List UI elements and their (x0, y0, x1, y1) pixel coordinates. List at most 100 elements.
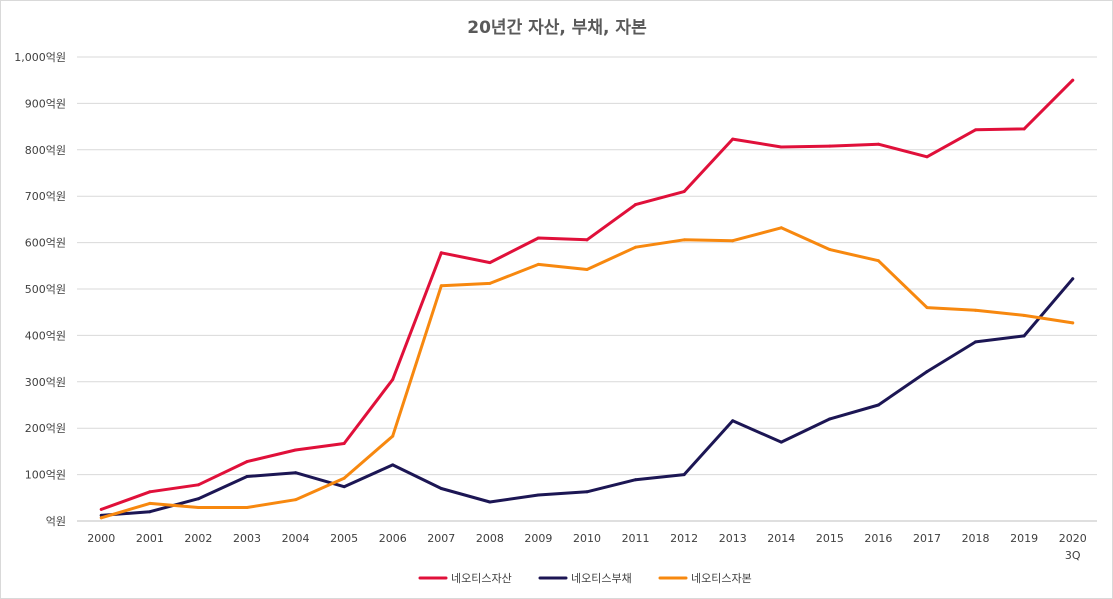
x-tick-label: 2003 (233, 532, 261, 545)
data-point (585, 268, 589, 272)
data-point (731, 137, 735, 141)
data-point (99, 516, 103, 520)
data-point (925, 370, 929, 374)
data-point (294, 471, 298, 475)
data-point (682, 190, 686, 194)
data-point (876, 403, 880, 407)
x-tick-sublabel: 3Q (1065, 549, 1081, 562)
data-point (342, 442, 346, 446)
legend-item: 네오티스자본 (658, 572, 752, 585)
x-tick-label: 2006 (379, 532, 407, 545)
x-tick-label: 2013 (719, 532, 747, 545)
chart-title: 20년간 자산, 부채, 자본 (467, 18, 647, 38)
y-tick-label: 300억원 (25, 376, 66, 389)
data-point (974, 308, 978, 312)
grid (77, 56, 1097, 522)
data-point (245, 460, 249, 464)
data-point (779, 226, 783, 230)
data-point (391, 377, 395, 381)
data-point (488, 261, 492, 265)
data-point (536, 262, 540, 266)
x-tick-label: 2014 (767, 532, 795, 545)
data-point (925, 306, 929, 310)
data-point (148, 501, 152, 505)
series-group (99, 277, 1075, 517)
data-point (1022, 127, 1026, 131)
x-tick-label: 2005 (330, 532, 358, 545)
data-point (634, 203, 638, 207)
x-tick-label: 2008 (476, 532, 504, 545)
y-tick-label: 500억원 (25, 283, 66, 296)
data-point (148, 490, 152, 494)
data-point (925, 155, 929, 159)
data-point (245, 506, 249, 510)
x-tick-label: 2010 (573, 532, 601, 545)
x-tick-label: 2018 (962, 532, 990, 545)
y-tick-label: 600억원 (25, 237, 66, 250)
data-point (245, 474, 249, 478)
data-point (488, 281, 492, 285)
data-point (974, 128, 978, 132)
y-tick-label: 400억원 (25, 329, 66, 342)
data-point (439, 284, 443, 288)
data-point (585, 238, 589, 242)
x-tick-label: 2016 (864, 532, 892, 545)
series-lines (99, 78, 1075, 520)
data-point (488, 500, 492, 504)
data-point (779, 440, 783, 444)
y-tick-label: 억원 (46, 515, 66, 528)
data-point (391, 434, 395, 438)
y-tick-label: 800억원 (25, 144, 66, 157)
x-tick-label: 2019 (1010, 532, 1038, 545)
data-point (779, 145, 783, 149)
legend-label: 네오티스자산 (451, 572, 512, 585)
legend-item: 네오티스부채 (538, 572, 632, 585)
legend-label: 네오티스자본 (691, 572, 752, 585)
data-point (1022, 334, 1026, 338)
data-point (828, 248, 832, 252)
data-point (1071, 321, 1075, 325)
data-point (634, 245, 638, 249)
data-point (342, 476, 346, 480)
x-tick-label: 2002 (184, 532, 212, 545)
x-tick-label: 2020 (1059, 532, 1087, 545)
data-point (439, 487, 443, 491)
x-tick-label: 2004 (282, 532, 310, 545)
data-point (682, 238, 686, 242)
x-tick-label: 2015 (816, 532, 844, 545)
data-point (731, 239, 735, 243)
y-tick-label: 200억원 (25, 422, 66, 435)
y-axis-ticks: 억원 100억원 200억원 300억원 400억원 500억원 600억원 700억원 800… (14, 51, 66, 528)
data-point (294, 498, 298, 502)
series-group (99, 226, 1075, 520)
data-point (974, 340, 978, 344)
data-point (391, 463, 395, 467)
y-tick-label: 700억원 (25, 190, 66, 203)
data-point (196, 497, 200, 501)
x-tick-label: 2012 (670, 532, 698, 545)
x-tick-label: 2017 (913, 532, 941, 545)
legend-label: 네오티스부채 (571, 572, 632, 585)
data-point (1071, 277, 1075, 281)
data-point (99, 507, 103, 511)
x-tick-label: 2009 (524, 532, 552, 545)
x-tick-label: 2001 (136, 532, 164, 545)
data-point (876, 259, 880, 263)
legend: 네오티스자산 네오티스부채 네오티스자본 (418, 572, 752, 585)
data-point (342, 485, 346, 489)
data-point (634, 478, 638, 482)
data-point (294, 448, 298, 452)
x-tick-label: 2000 (87, 532, 115, 545)
x-tick-label: 2007 (427, 532, 455, 545)
legend-item: 네오티스자산 (418, 572, 512, 585)
data-point (196, 483, 200, 487)
data-point (439, 251, 443, 255)
data-point (731, 419, 735, 423)
data-point (148, 510, 152, 514)
data-point (536, 493, 540, 497)
data-point (196, 506, 200, 510)
data-point (1071, 78, 1075, 82)
x-tick-label: 2011 (622, 532, 650, 545)
